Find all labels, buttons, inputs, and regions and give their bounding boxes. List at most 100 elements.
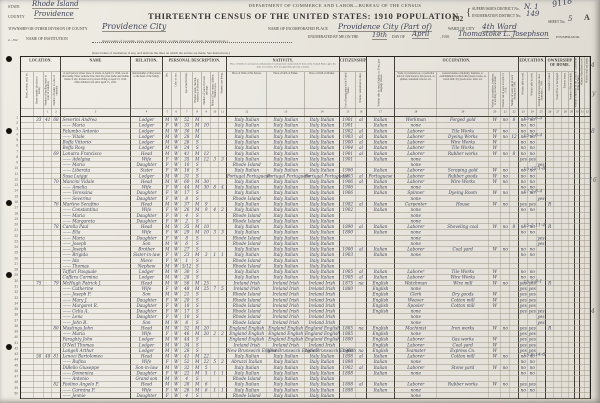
cell-oc: Laborer [395,269,437,275]
cell-in: Cotton mill [437,353,489,359]
cell-r: Wife [131,359,163,365]
cell-wr: no [528,274,537,280]
township-value: Providence City [102,22,167,32]
cell-sx: F [163,207,172,213]
cell-sc: yes [537,235,546,241]
cell-ym [202,263,211,269]
cell-sc [537,342,546,348]
cell-oh [546,240,554,247]
cell-fm [52,347,61,354]
table-row: 75 79 McHugh Patrick J. Head M W 56 M 25 Ireland … [21,279,590,286]
cell-df [585,252,590,258]
cell-fm [52,207,61,213]
cell-em: W [489,325,501,331]
cell-rd: no [519,207,528,213]
column-header-cl: Number now living. [219,72,227,109]
year-label: , 1910. [440,35,450,39]
cell-lg: Italian [367,178,395,185]
cell-bf: Italy Italian [267,207,305,213]
cell-fa [562,319,569,326]
cell-df [585,263,590,269]
cell-ym: 25 [202,280,211,286]
cell-im [340,376,356,382]
cell-bp: Rhode Island [227,376,267,382]
cell-bm: Italy Italian [305,376,340,382]
cell-wr [528,212,537,219]
cell-m: S [193,336,202,342]
cell-st [21,173,34,179]
cell-rd: no [519,359,528,365]
cell-m: M [193,364,202,371]
cell-fa [562,342,569,348]
cell-fm: 70 [52,178,61,185]
cell-df [585,162,590,168]
cell-lg: Italian [367,252,395,258]
cell-wr: no [528,173,537,179]
cell-cb: 3 [211,156,219,162]
cell-m: S [193,342,202,348]
cell-in [437,212,489,219]
cell-bl [580,178,585,185]
cell-in: Coal yard [437,246,489,252]
cell-fa [562,393,569,399]
cell-wr: yes [528,280,537,286]
cell-fa [562,370,569,376]
cell-bp: Ireland Irish [227,280,267,286]
cell-wr: no [528,370,537,376]
cell-cl: 1 [219,252,227,258]
cell-cl [219,240,227,247]
table-row: —— Lena Daughter F W 10 S Rhode Island Ireland … [21,314,590,320]
cell-ym [202,393,211,399]
cell-vet [575,364,580,371]
cell-rd: yes [519,297,528,303]
column-number: 29 [569,109,575,116]
cell-na: al [356,173,367,179]
cell-im: 1906 [340,178,356,185]
cell-bp: Italy Italian [227,387,267,393]
cell-m: M [193,178,202,185]
cell-dw [44,319,52,326]
cell-bm: Italy Italian [305,257,340,264]
margin-mark: 16 [589,177,597,184]
cell-im [340,302,356,309]
line-number: 48 [14,380,18,385]
cell-fm: 82 [52,381,61,387]
cell-em [489,387,501,393]
cell-na [356,207,367,213]
line-number: 3 [16,127,18,131]
incorporated-value: Providence City (Part of) [338,22,432,32]
margin-annotation: 15-9-14-6 [523,352,546,358]
cell-fm [52,285,61,292]
cell-st [21,145,34,151]
cell-bm: Italy Italian [305,370,340,376]
column-header-bp: Place of birth of this Person. [227,72,267,109]
column-number [21,109,34,116]
cell-na [356,122,367,128]
cell-hn [34,257,44,264]
cell-in: Tile Works [437,145,489,151]
cell-im [340,314,356,320]
cell-vet [575,218,580,224]
cell-wk: 8 [510,150,519,157]
column-header-label: Mother of how many children: Number born… [211,74,218,107]
cell-bf: Italy Italian [267,190,305,196]
cell-oh [546,207,554,213]
cell-hn [34,133,44,140]
cell-sx: M [163,224,172,230]
cell-fm [52,218,61,224]
cell-oh [546,347,554,354]
cell-c: W [172,359,181,365]
cell-n: —— Joseph P. [61,291,131,297]
cell-sx: F [163,235,172,241]
cell-c: W [172,353,181,359]
table-row: 80 Mastings John Head M W 52 M 20 England Englis… [21,325,590,332]
cell-hn: 58 [34,353,44,359]
cell-bp: Italy Italian [227,364,267,371]
cell-sx: M [163,269,172,275]
cell-rd: yes [519,280,528,286]
cell-hn [34,381,44,387]
cell-fa [562,139,569,145]
cell-wr: no [528,128,537,134]
cell-sc [537,370,546,376]
cell-st [21,274,34,280]
